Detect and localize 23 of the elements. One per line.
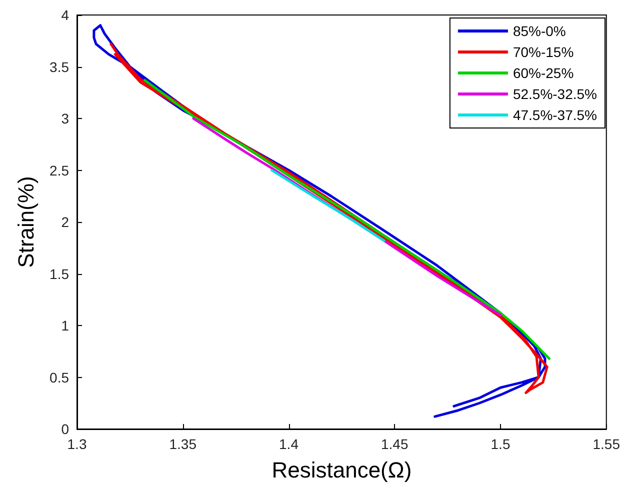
x-tick-label: 1.4 [279,436,299,452]
x-tick-label: 1.35 [169,436,197,452]
legend-label: 47.5%-37.5% [512,107,598,123]
x-tick-label: 1.3 [67,436,87,452]
x-tick-label: 1.5 [490,436,510,452]
y-tick-label: 3 [61,110,70,126]
y-axis-title: Strain(%) [14,176,38,268]
x-tick-label: 1.45 [381,436,408,452]
x-tick-label: 1.55 [592,436,620,452]
y-tick-label: 4 [61,7,70,23]
legend-label: 70%-15% [512,44,574,60]
legend-label: 60%-25% [512,65,574,81]
y-tick-label: 3.5 [50,58,70,75]
y-tick-label: 1.5 [50,266,70,282]
y-tick-label: 0.5 [50,369,70,386]
y-tick-label: 2.5 [50,162,70,178]
line-series [270,169,386,242]
y-tick-label: 1 [61,318,70,334]
legend-label: 85%-0% [512,23,566,39]
legend-label: 52.5%-32.5% [512,86,598,102]
x-axis-title: Resistance(Ω) [272,458,412,482]
y-tick-label: 2 [61,214,70,230]
y-tick-label: 0 [61,421,70,437]
